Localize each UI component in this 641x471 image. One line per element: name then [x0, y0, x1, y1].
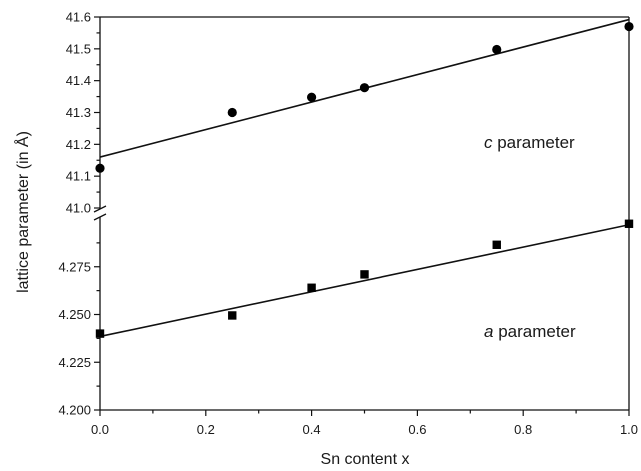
c-annotation-text: parameter	[493, 133, 576, 152]
c-data-point	[492, 44, 502, 55]
a-parameter-annotation: a parameter	[484, 322, 576, 341]
a-annotation-symbol: a	[484, 322, 493, 341]
x-tick-label: 1.0	[620, 422, 638, 437]
c-parameter-annotation: c parameter	[484, 133, 575, 152]
axis-break-mark-2	[93, 213, 107, 221]
a-data-point	[360, 270, 369, 279]
y-axis-label: lattice parameter (in Å)	[13, 131, 32, 293]
y-tick-label: 4.200	[58, 403, 91, 418]
c-data-point	[227, 107, 237, 118]
x-axis-label: Sn content x	[321, 451, 410, 468]
y-tick-label: 4.250	[58, 307, 91, 322]
y-tick-label: 41.5	[66, 41, 91, 56]
x-tick-label: 0.6	[408, 422, 426, 437]
y-tick-label: 41.1	[66, 169, 91, 184]
a-parameter-panel	[95, 219, 634, 338]
c-data-point	[307, 92, 317, 102]
a-fit-line	[99, 223, 630, 338]
x-tick-label: 0.0	[91, 422, 109, 437]
y-tick-label: 41.6	[66, 10, 91, 25]
x-tick-label: 0.4	[303, 422, 321, 437]
y-tick-label: 41.0	[66, 201, 91, 216]
x-tick-label: 0.8	[514, 422, 532, 437]
y-tick-label: 4.225	[58, 355, 91, 370]
a-data-point	[95, 329, 105, 338]
y-tick-label: 41.2	[66, 137, 91, 152]
c-parameter-panel	[95, 18, 634, 173]
x-tick-label: 0.2	[197, 422, 215, 437]
axis-break-mark-1	[93, 205, 107, 213]
y-tick-label: 41.3	[66, 105, 91, 120]
c-data-point	[95, 163, 105, 173]
a-data-point	[624, 219, 634, 228]
c-annotation-symbol: c	[484, 133, 493, 152]
c-data-point	[359, 83, 370, 93]
tick-labels: 0.0 0.2 0.4 0.6 0.8 1.0 41.0 41.1 41.2 41.3 41.4 41…	[58, 10, 638, 438]
axes	[93, 16, 630, 411]
a-annotation-text: parameter	[493, 322, 576, 341]
a-data-point	[307, 283, 316, 292]
y-tick-label: 4.275	[58, 259, 91, 274]
y-tick-label: 41.4	[66, 73, 91, 88]
c-data-point	[624, 21, 634, 32]
a-data-point	[228, 311, 237, 320]
a-data-point	[492, 240, 501, 249]
